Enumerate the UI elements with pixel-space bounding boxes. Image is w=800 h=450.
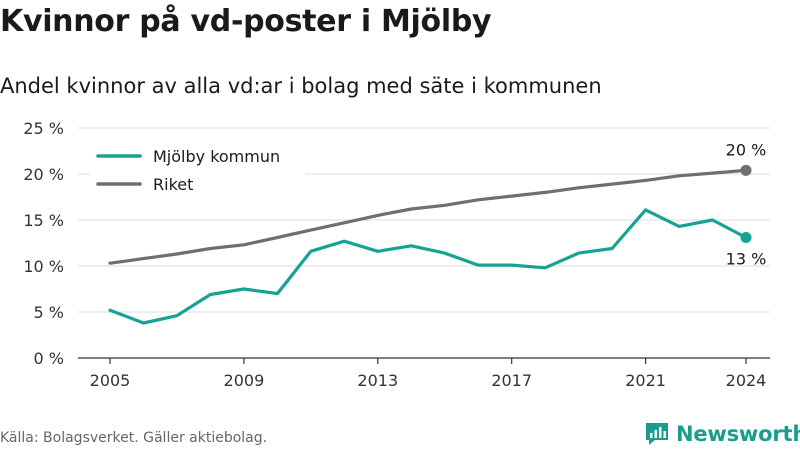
y-tick-label: 20 % [23,165,64,184]
newsworthy-logo-icon [646,423,668,445]
end-point-marker [740,164,752,176]
x-tick-label: 2009 [224,371,265,390]
series-line-riket [108,168,748,265]
legend-label: Mjölby kommun [153,147,280,166]
end-point-marker [740,231,752,243]
legend-background [90,140,305,200]
x-tick-label: 2017 [491,371,532,390]
legend: Mjölby kommun Riket [90,140,305,200]
x-tick-label: 2013 [357,371,398,390]
brand-logo: Newsworthy [644,420,800,448]
line-chart: 0 % 5 % 10 % 15 % 20 % 25 % 2005 2009 2013 2017 20… [23,119,770,390]
y-tick-label: 0 % [34,349,64,368]
y-tick-label: 25 % [23,119,64,138]
source-note: Källa: Bolagsverket. Gäller aktiebolag. [0,430,268,446]
y-tick-label: 15 % [23,211,64,230]
legend-label: Riket [153,175,193,194]
x-tick-label: 2005 [90,371,131,390]
chart-subtitle: Andel kvinnor av alla vd:ar i bolag med … [0,74,602,98]
brand-name: Newsworthy [676,422,800,446]
x-tick-label: 2024 [726,371,767,390]
end-value-label: 20 % [726,140,767,159]
chart-title: Kvinnor på vd-poster i Mjölby [0,4,492,39]
axes: 0 % 5 % 10 % 15 % 20 % 25 % 2005 2009 2013 2017 20… [23,119,770,390]
series-lines: 20 % 13 % [108,140,767,325]
y-tick-label: 10 % [23,257,64,276]
series-line-mjolby [108,208,748,325]
end-value-label: 13 % [726,249,767,268]
x-tick-label: 2021 [625,371,666,390]
y-tick-label: 5 % [34,303,64,322]
